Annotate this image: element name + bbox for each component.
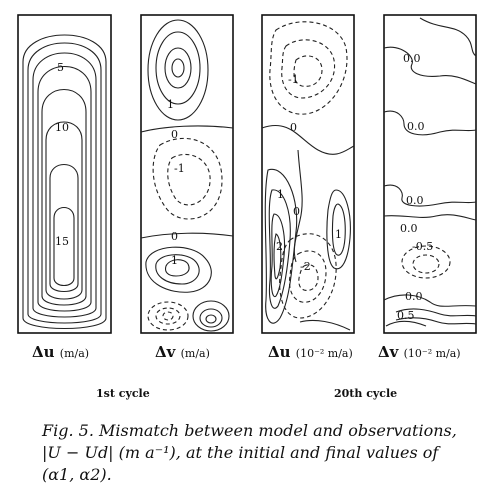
contour-label: 1: [335, 228, 342, 241]
contour-label: -0.5: [412, 240, 433, 253]
contour-label: 0: [290, 121, 297, 134]
label-symbol: Δu: [32, 343, 55, 361]
contour-label: 0.5: [397, 309, 415, 322]
figure-caption: Fig. 5. Mismatch between model and obser…: [42, 420, 482, 486]
contour-label: 0.0: [407, 120, 425, 133]
label-symbol: Δu: [268, 343, 291, 361]
panel-dv-1st-cycle: 1 0 -1 0 1: [140, 14, 234, 334]
panel-label: Δv (m/a): [155, 343, 210, 361]
label-unit: (m/a): [180, 347, 210, 360]
contour-label: 0.0: [405, 290, 423, 303]
contour-label: 0.0: [406, 194, 424, 207]
contour-label: 0: [293, 205, 300, 218]
panel-du-20th-cycle: -1 0 1 0 2 -2 1: [261, 14, 355, 334]
contour-label: 1: [167, 98, 174, 111]
contour-label: -2: [300, 260, 311, 273]
label-symbol: Δv: [155, 343, 176, 361]
caption-line: Fig. 5. Mismatch between model and obser…: [42, 421, 457, 440]
contour-label: 0: [171, 230, 178, 243]
caption-line: |U − Ud| (m a⁻¹), at the initial and fin…: [42, 443, 439, 462]
cycle-label-1st: 1st cycle: [96, 387, 150, 400]
panel-label: Δu (10⁻² m/a): [268, 343, 353, 361]
cycle-label-20th: 20th cycle: [334, 387, 398, 400]
contour-label: 1: [171, 254, 178, 267]
panel-du-1st-cycle: 5 10 15: [17, 14, 112, 334]
panel-dv-20th-cycle: 0.0 0.0 0.0 0.0 -0.5 0.0 0.5: [383, 14, 477, 334]
contour-label: 5: [57, 61, 64, 74]
label-unit: (10⁻² m/a): [295, 347, 353, 360]
contour-label: 2: [276, 240, 283, 253]
label-unit: (10⁻² m/a): [403, 347, 461, 360]
contour-label: 0.0: [400, 222, 418, 235]
caption-line: (α1, α2).: [42, 465, 112, 484]
contour-label: 10: [55, 121, 69, 134]
contour-label: 0.0: [403, 52, 421, 65]
contour-label: -1: [174, 162, 185, 175]
contour-label: 0: [171, 128, 178, 141]
contour-figure: 5 10 15 1 0 -1 0 1: [17, 14, 477, 334]
contour-label: 15: [55, 235, 69, 248]
panel-label: Δu (m/a): [32, 343, 89, 361]
panel-label: Δv (10⁻² m/a): [378, 343, 461, 361]
contour-label: 1: [277, 188, 284, 201]
label-unit: (m/a): [59, 347, 90, 360]
contour-label: -1: [288, 73, 299, 86]
label-symbol: Δv: [378, 343, 399, 361]
